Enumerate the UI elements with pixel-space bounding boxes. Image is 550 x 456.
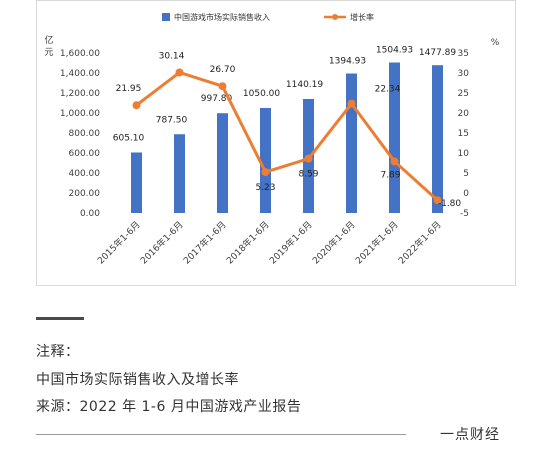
left-tick-label: 800.00	[69, 129, 101, 139]
footer-divider	[36, 434, 406, 435]
right-tick-label: 25	[458, 89, 469, 99]
left-tick-label: 1,400.00	[60, 69, 100, 79]
growth-value-label: 5.23	[255, 183, 275, 193]
x-tick-label: 2018年1-6月	[224, 219, 272, 267]
x-tick-label: 2020年1-6月	[310, 219, 358, 267]
bar-value-label: 1394.93	[329, 57, 366, 67]
chart-panel: 中国游戏市场实际销售收入 增长率 亿元 % 0.00 200.00 400.00 60…	[36, 0, 516, 286]
growth-point	[433, 196, 442, 205]
bar-value-label: 1050.00	[243, 89, 280, 99]
growth-point	[175, 68, 184, 77]
x-tick-label: 2021年1-6月	[353, 219, 401, 267]
growth-value-label: 7.89	[380, 170, 400, 180]
x-tick-label: 2022年1-6月	[396, 219, 444, 267]
bar	[432, 65, 443, 213]
left-tick-label: 1,600.00	[60, 49, 100, 59]
growth-value-label: 26.70	[210, 65, 236, 75]
bar-labels: 605.10 787.50 997.80 1050.00 1140.19 1394.93 1…	[113, 46, 457, 144]
growth-point	[304, 154, 313, 163]
left-axis-unit-char: 元	[44, 48, 53, 58]
growth-value-label: 21.95	[116, 84, 142, 94]
left-axis-ticks: 0.00 200.00 400.00 600.00 800.00 1,000.00 1,20…	[60, 49, 100, 219]
growth-value-label: 8.59	[298, 170, 318, 180]
growth-value-label: 22.34	[375, 85, 401, 95]
growth-point	[390, 157, 399, 166]
right-axis-ticks: -5 0 5 10 15 20 25 30 35	[458, 49, 470, 219]
x-tick-label: 2015年1-6月	[95, 219, 143, 267]
legend-bar-label: 中国游戏市场实际销售收入	[174, 12, 270, 22]
right-tick-label: 5	[463, 169, 469, 179]
chart-svg: 中国游戏市场实际销售收入 增长率 亿元 % 0.00 200.00 400.00 60…	[44, 12, 500, 267]
left-tick-label: 0.00	[80, 209, 100, 219]
bar-value-label: 605.10	[113, 133, 145, 143]
bar	[217, 113, 228, 213]
x-axis-labels: 2015年1-6月2016年1-6月2017年1-6月2018年1-6月2019…	[95, 219, 444, 267]
growth-point	[132, 101, 141, 110]
left-tick-label: 400.00	[69, 169, 101, 179]
note-title: 注释：	[36, 344, 80, 360]
note-divider	[36, 317, 84, 320]
bar	[174, 134, 185, 213]
bar-value-label: 997.80	[201, 94, 233, 104]
right-tick-label: 35	[458, 49, 469, 59]
left-tick-label: 1,000.00	[60, 109, 100, 119]
left-tick-label: 600.00	[69, 149, 101, 159]
left-axis-unit: 亿元	[44, 34, 53, 58]
left-tick-label: 200.00	[69, 189, 101, 199]
left-axis-unit-char: 亿	[44, 34, 53, 46]
growth-point	[347, 99, 356, 108]
x-tick-label: 2016年1-6月	[138, 219, 186, 267]
right-tick-label: 15	[458, 129, 469, 139]
bar	[389, 62, 400, 213]
right-tick-label: 10	[458, 149, 470, 159]
bar-value-label: 787.50	[156, 115, 188, 125]
growth-line	[132, 68, 442, 205]
bar	[131, 152, 142, 213]
right-axis-unit: %	[491, 38, 500, 48]
growth-line-path	[135, 70, 439, 202]
growth-labels: 21.95 30.14 26.70 5.23 8.59 22.34 7.89 -1.80	[116, 51, 462, 209]
bar	[346, 73, 357, 213]
legend-bar-swatch	[162, 13, 170, 21]
x-tick-label: 2017年1-6月	[181, 219, 229, 267]
right-tick-label: 30	[458, 69, 470, 79]
growth-value-label: 30.14	[159, 51, 185, 61]
note-source: 来源：2022 年 1-6 月中国游戏产业报告	[36, 399, 302, 415]
bar-value-label: 1504.93	[376, 46, 413, 56]
legend: 中国游戏市场实际销售收入 增长率	[162, 12, 374, 22]
right-tick-label: -5	[460, 209, 469, 219]
bar-value-label: 1140.19	[286, 80, 323, 90]
growth-point	[261, 168, 270, 177]
bar-value-label: 1477.89	[419, 48, 456, 58]
left-tick-label: 1,200.00	[60, 89, 100, 99]
right-tick-label: 20	[458, 109, 470, 119]
legend-line-label: 增长率	[350, 12, 374, 22]
bar	[260, 108, 271, 213]
legend-line-marker	[332, 14, 338, 20]
x-tick-label: 2019年1-6月	[267, 219, 315, 267]
growth-point	[218, 82, 227, 91]
right-tick-label: 0	[463, 189, 469, 199]
footer-brand: 一点财经	[440, 427, 500, 443]
growth-value-label: -1.80	[438, 199, 462, 209]
note-description: 中国市场实际销售收入及增长率	[36, 372, 239, 388]
